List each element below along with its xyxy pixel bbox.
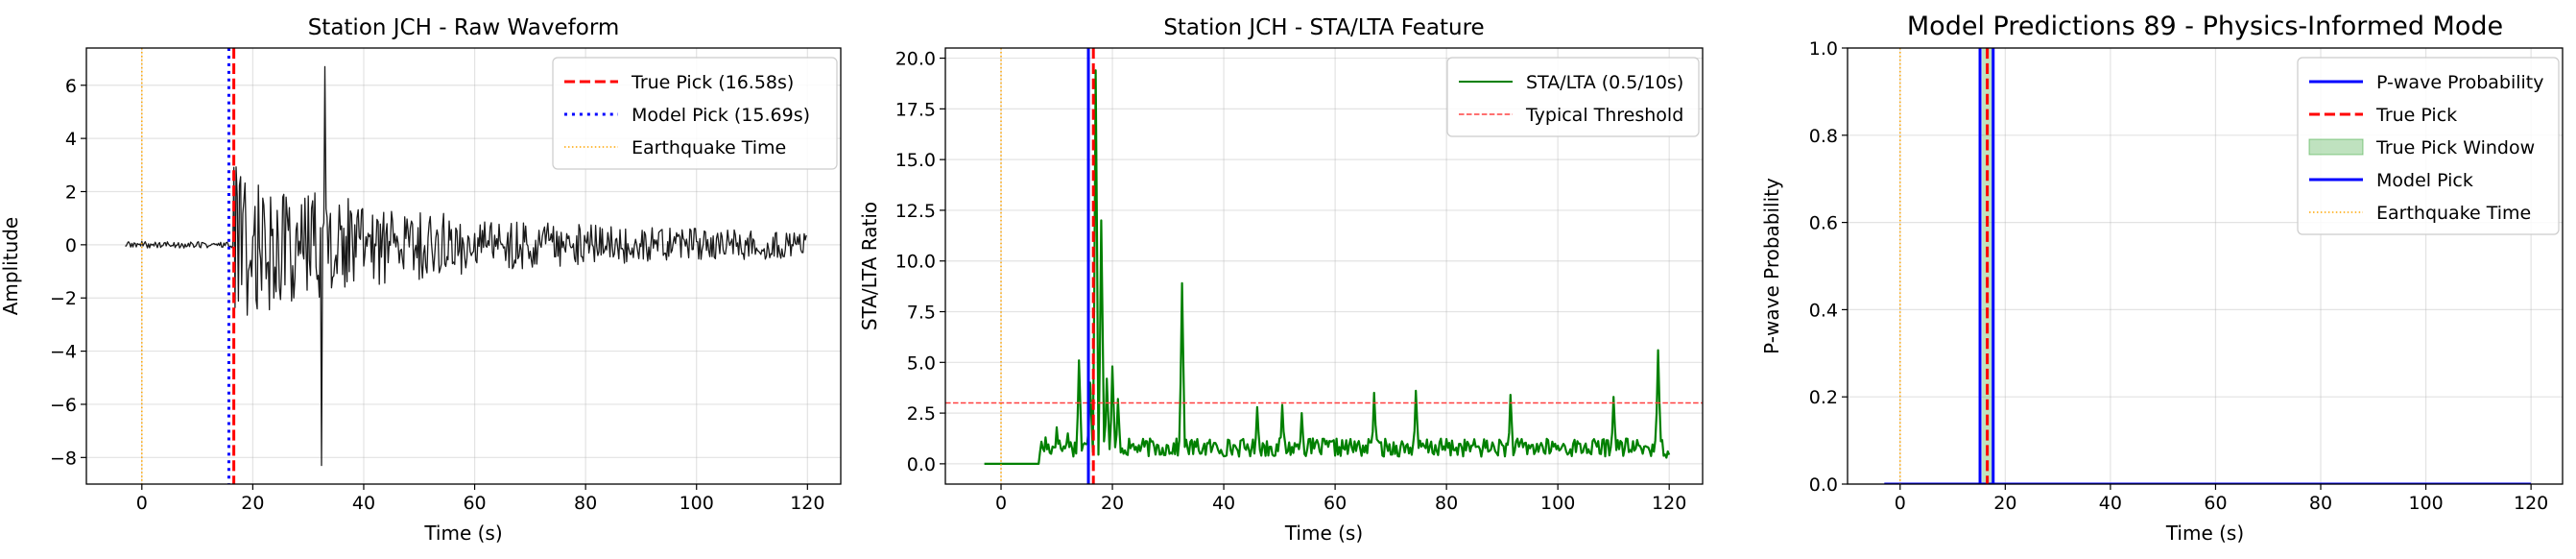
legend-box xyxy=(2297,57,2560,235)
plot-area xyxy=(945,48,1703,484)
legend-label: Earthquake Time xyxy=(632,137,786,158)
y-tick-label: 15.0 xyxy=(895,150,936,171)
chart-title: Station JCH - Raw Waveform xyxy=(308,15,620,40)
plot-area xyxy=(125,48,807,484)
axes-frame xyxy=(85,47,842,485)
y-tick-label: 0.0 xyxy=(907,454,936,475)
y-tick-label: 0.0 xyxy=(1809,474,1838,496)
legend-label: Model Pick xyxy=(2376,170,2473,191)
y-tick-label: 12.5 xyxy=(895,201,936,222)
x-axis-label: Time (s) xyxy=(423,522,502,545)
x-axis-label: Time (s) xyxy=(1284,522,1363,545)
x-tick-label: 60 xyxy=(1324,493,1347,514)
panel-1: 0 20 40 60 80 100 120 −8 −6 −4 −2 0 2 4 6 Station JCH -… xyxy=(0,15,842,545)
x-tick-label: 80 xyxy=(1435,493,1458,514)
y-axis-label: Amplitude xyxy=(0,217,22,316)
y-tick-label: 0.4 xyxy=(1809,300,1838,321)
y-tick-label: 20.0 xyxy=(895,49,936,70)
x-tick-label: 0 xyxy=(1895,493,1906,514)
x-tick-label: 60 xyxy=(2204,493,2227,514)
panel-3: 0 20 40 60 80 100 120 0.0 0.2 0.4 0.6 0.8 1.0 Model P… xyxy=(1760,12,2564,545)
y-tick-label: −2 xyxy=(50,288,77,309)
y-tick-label: 10.0 xyxy=(895,252,936,273)
y-tick-label: 17.5 xyxy=(895,99,936,120)
y-tick-label: 2 xyxy=(65,182,77,203)
y-tick-label: 0.6 xyxy=(1809,213,1838,234)
x-tick-label: 20 xyxy=(1101,493,1124,514)
x-tick-label: 40 xyxy=(1212,493,1235,514)
y-tick-label: 5.0 xyxy=(907,352,936,374)
series-line xyxy=(125,65,807,467)
panel-2: 0 20 40 60 80 100 120 0.0 2.5 5.0 7.5 10.0 12.5 15.0 1… xyxy=(858,15,1704,545)
x-tick-label: 100 xyxy=(2408,493,2443,514)
y-tick-label: 1.0 xyxy=(1809,38,1838,60)
x-tick-label: 120 xyxy=(2514,493,2548,514)
x-tick-label: 120 xyxy=(1652,493,1686,514)
y-tick-label: −6 xyxy=(50,395,77,416)
x-tick-label: 100 xyxy=(680,493,714,514)
x-tick-label: 40 xyxy=(2099,493,2122,514)
y-tick-label: 2.5 xyxy=(907,403,936,425)
legend-label: Model Pick (15.69s) xyxy=(632,105,810,126)
y-axis-label: STA/LTA Ratio xyxy=(858,202,881,330)
x-tick-label: 0 xyxy=(995,493,1007,514)
legend-box xyxy=(552,57,838,170)
legend-label: Typical Threshold xyxy=(1525,105,1683,126)
legend: P-wave Probability True Pick True Pick Win… xyxy=(2297,57,2560,235)
plot-area xyxy=(1884,48,2532,484)
x-tick-label: 20 xyxy=(241,493,264,514)
legend-label: STA/LTA (0.5/10s) xyxy=(1526,72,1683,93)
x-tick-label: 80 xyxy=(574,493,597,514)
axes-frame xyxy=(1847,47,2564,485)
y-tick-label: 7.5 xyxy=(907,303,936,324)
x-tick-label: 80 xyxy=(2309,493,2332,514)
x-tick-label: 60 xyxy=(463,493,486,514)
legend-label: True Pick (16.58s) xyxy=(631,72,794,93)
y-tick-label: 0.8 xyxy=(1809,126,1838,147)
y-tick-label: 0 xyxy=(65,235,77,256)
series-line xyxy=(984,69,1671,465)
legend-label: True Pick Window xyxy=(2375,137,2535,158)
x-tick-label: 100 xyxy=(1540,493,1575,514)
axes-frame xyxy=(944,47,1704,485)
x-tick-label: 40 xyxy=(352,493,375,514)
y-tick-label: −8 xyxy=(50,448,77,469)
x-tick-label: 20 xyxy=(1993,493,2016,514)
chart-title: Station JCH - STA/LTA Feature xyxy=(1163,15,1484,40)
y-tick-label: 0.2 xyxy=(1809,387,1838,408)
legend: STA/LTA (0.5/10s) Typical Threshold xyxy=(1446,57,1700,137)
y-tick-label: 4 xyxy=(65,129,77,150)
legend-label: True Pick xyxy=(2375,105,2457,126)
chart-title: Model Predictions 89 - Physics-Informed … xyxy=(1907,12,2503,41)
legend: True Pick (16.58s) Model Pick (15.69s) Ear… xyxy=(552,57,838,170)
legend-swatch xyxy=(2308,138,2364,156)
x-axis-label: Time (s) xyxy=(2165,522,2244,545)
legend-label: P-wave Probability xyxy=(2376,72,2544,93)
x-tick-label: 120 xyxy=(790,493,824,514)
y-tick-label: −4 xyxy=(50,342,77,363)
legend-box xyxy=(1446,57,1700,137)
y-tick-label: 6 xyxy=(65,76,77,97)
legend-label: Earthquake Time xyxy=(2376,203,2531,224)
y-axis-label: P-wave Probability xyxy=(1760,178,1783,354)
x-tick-label: 0 xyxy=(136,493,148,514)
